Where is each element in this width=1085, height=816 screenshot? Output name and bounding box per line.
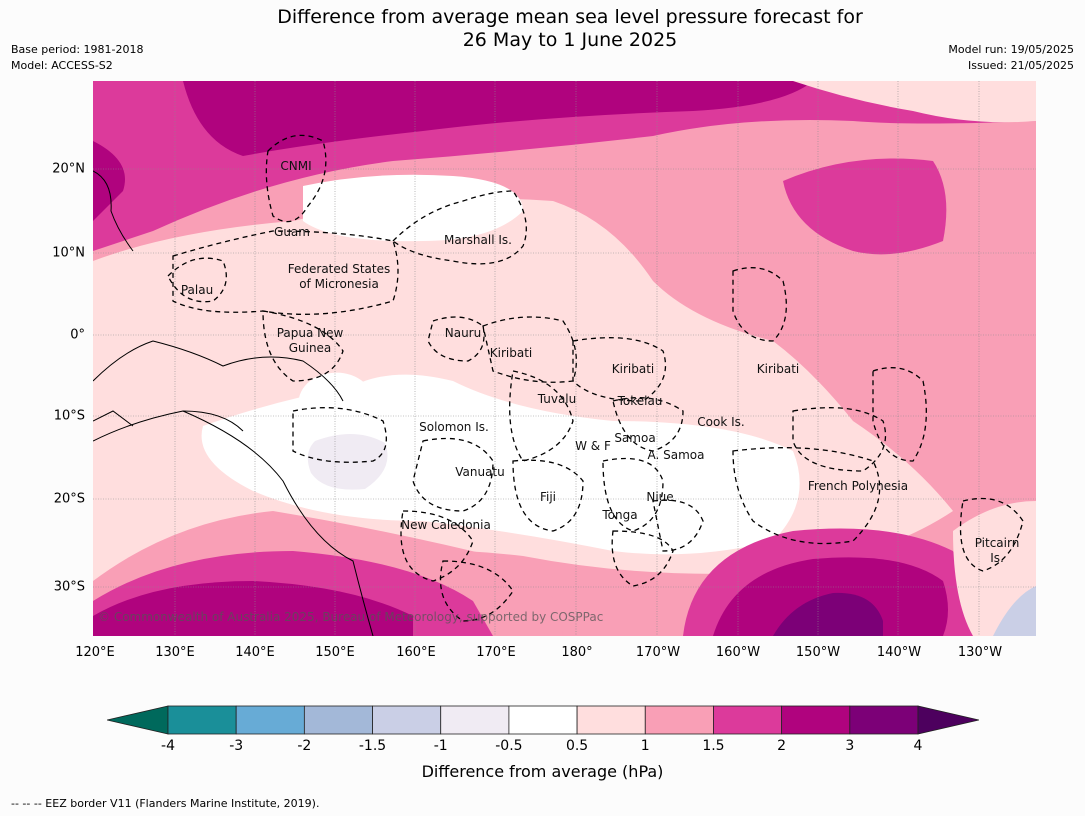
label-kiribati-west: Kiribati [490,346,532,360]
x-tick-130w: 130°W [957,645,1003,660]
label-marshall-islands: Marshall Is. [444,233,512,247]
field-white-north [303,174,523,242]
label-palau: Palau [181,283,213,297]
colorbar-tick-label: -1 [433,738,448,754]
y-tick-20s: 20°S [53,491,85,507]
colorbar-bin [713,705,783,735]
model-run: Model run: 19/05/2025 [948,43,1074,56]
title-line-1: Difference from average mean sea level p… [277,6,863,28]
x-tick-140w: 140°W [876,645,922,660]
x-tick-150w: 150°W [795,645,841,660]
x-tick-130e: 130°E [155,645,195,660]
place-labels: CNMI Guam Marshall Is. Federated States … [181,159,1019,565]
colorbar-tick-label: 2 [777,738,787,754]
label-png-2: Guinea [289,341,332,355]
colorbar-bin [303,705,373,735]
colorbar-bin [440,705,510,735]
colorbar-tick-label: -2 [297,738,312,754]
label-fiji: Fiji [540,490,556,504]
colorbar-bin [576,705,646,735]
label-png-1: Papua New [277,326,344,340]
label-nauru: Nauru [445,326,481,340]
label-fsm-2: of Micronesia [299,277,379,291]
meta-right: Model run: 19/05/2025 Issued: 21/05/2025 [948,42,1074,74]
field-1p5-2-hawaii [783,158,947,255]
label-samoa: Samoa [614,431,655,445]
coastlines [93,170,374,636]
colorbar-bin [167,705,237,735]
colorbar-bin [644,705,714,735]
colorbar-bin [849,705,919,735]
anomaly-map: CNMI Guam Marshall Is. Federated States … [93,81,1036,636]
label-vanuatu: Vanuatu [455,465,505,479]
x-tick-170e: 170°E [476,645,516,660]
label-guam: Guam [274,225,310,239]
colorbar-extend-low [106,705,169,735]
label-american-samoa: A. Samoa [648,448,705,462]
y-tick-20n: 20°N [52,161,85,177]
eez-borders [167,134,1024,622]
colorbar-bin [372,705,442,735]
issued-date: Issued: 21/05/2025 [967,59,1074,72]
colorbar-bin [781,705,851,735]
base-period: Base period: 1981-2018 [11,43,144,56]
label-tonga: Tonga [601,508,637,522]
field-white-png [298,372,372,422]
field-3-4-se [773,592,883,636]
colorbar-tick-label: 0.5 [565,738,589,754]
field-2-3-west [93,141,125,221]
field-2-3-north [183,81,813,156]
label-pitcairn-1: Pitcairn [975,536,1020,550]
x-tick-170w: 170°W [635,645,681,660]
colorbar-tick-label: -4 [161,738,175,754]
colorbar-tick-label: -3 [229,738,244,754]
map-panel[interactable]: CNMI Guam Marshall Is. Federated States … [93,81,1036,636]
label-solomon-islands: Solomon Is. [419,420,489,434]
chart-title: Difference from average mean sea level p… [0,6,1085,52]
y-tick-10s: 10°S [53,408,85,424]
colorbar-title: Difference from average (hPa) [421,762,664,781]
eez-footnote: -- -- -- EEZ border V11 (Flanders Marine… [11,797,320,810]
colorbar-bin [508,705,578,735]
label-cnmi: CNMI [280,159,311,173]
y-tick-30s: 30°S [53,579,85,595]
field-2-3-south [93,581,413,636]
label-tuvalu: Tuvalu [537,392,577,406]
colorbar-tick-label: -0.5 [495,738,523,754]
label-cook-islands: Cook Is. [697,415,744,429]
x-tick-150e: 150°E [315,645,355,660]
label-fsm-1: Federated States [288,262,390,276]
colorbar-tick-label: 1 [640,738,650,754]
x-tick-140e: 140°E [235,645,275,660]
colorbar-tick-label: 1.5 [702,738,725,754]
y-tick-0: 0° [70,327,85,343]
copyright-note: © Commonwealth of Australia 2025, Bureau… [98,610,604,624]
colorbar-svg [106,705,980,735]
colorbar [106,704,980,736]
label-pitcairn-2: Is. [990,551,1004,565]
colorbar-bin [235,705,305,735]
colorbar-tick-label: 3 [845,738,855,754]
x-tick-160e: 160°E [396,645,436,660]
label-wallis-futuna: W & F [575,439,611,453]
label-french-polynesia: French Polynesia [808,479,908,493]
label-niue: Niue [646,490,673,504]
meta-left: Base period: 1981-2018 Model: ACCESS-S2 [11,42,143,74]
colorbar-extend-high [917,705,980,735]
colorbar-tick-label: -1.5 [358,738,387,754]
field-neg1-se [993,586,1036,636]
label-kiribati-central: Kiribati [612,362,654,376]
title-line-2: 26 May to 1 June 2025 [462,29,678,51]
label-kiribati-east: Kiribati [757,362,799,376]
y-tick-10n: 10°N [52,245,85,261]
model-name: Model: ACCESS-S2 [11,59,113,72]
colorbar-tick-label: 4 [913,738,923,754]
label-tokelau: Tokelau [617,394,663,408]
field-0p5-1-ne [793,81,1036,123]
x-tick-160w: 160°W [715,645,761,660]
label-new-caledonia: New Caledonia [401,518,491,532]
x-tick-180: 180° [561,645,593,660]
x-tick-120e: 120°E [75,645,115,660]
